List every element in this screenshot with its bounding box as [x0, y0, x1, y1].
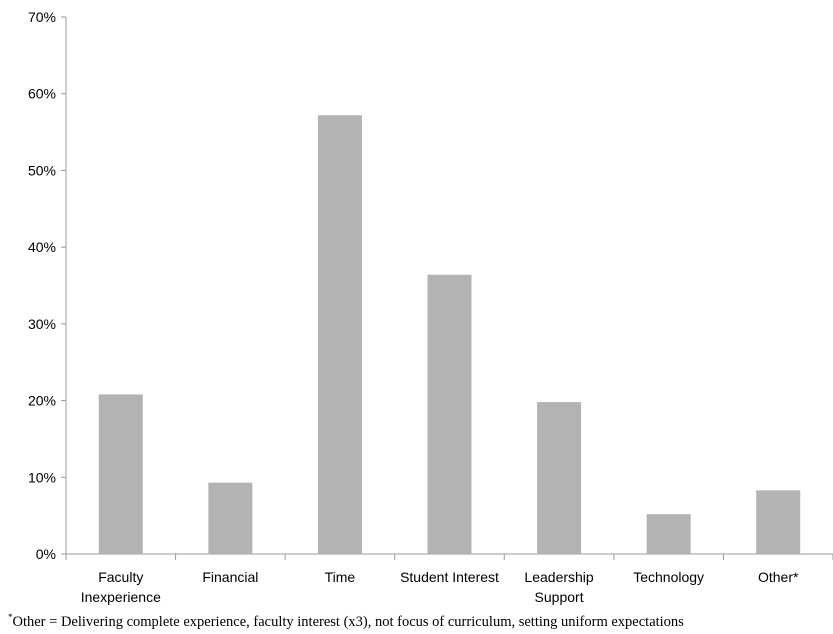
y-tick-label: 10% [28, 469, 56, 485]
category-labels: Faculty Inexperience Financial Time Student … [81, 569, 799, 605]
y-tick-label: 0% [36, 546, 56, 562]
x-tick-label: Faculty Inexperience [81, 569, 161, 605]
x-tick-label: Leadership Support [524, 569, 593, 605]
bar [756, 490, 801, 554]
y-tick-label: 40% [28, 239, 56, 255]
y-tick-label: 30% [28, 316, 56, 332]
y-axis: 0% 10% 20% 30% 40% 50% 60% 70% [28, 9, 67, 562]
bar [427, 274, 472, 554]
y-tick-label: 60% [28, 86, 56, 102]
x-tick-label: Student Interest [400, 569, 499, 585]
footnote-marker: * [8, 612, 13, 622]
y-tick-label: 20% [28, 393, 56, 409]
bar [208, 482, 253, 554]
bar-chart: 0% 10% 20% 30% 40% 50% 60% 70% Faculty Inexperie… [28, 9, 833, 605]
bar [317, 115, 362, 555]
footnote-text: Other = Delivering complete experience, … [12, 613, 684, 630]
x-tick-label: Technology [633, 569, 704, 585]
bar [98, 394, 143, 554]
x-tick-label: Financial [202, 569, 258, 585]
bars [98, 115, 801, 555]
y-tick-label: 70% [28, 9, 56, 25]
bar [646, 514, 691, 554]
x-tick-label: Time [325, 569, 356, 585]
x-tick-label: Other* [758, 569, 799, 585]
footnote: *Other = Delivering complete experience,… [8, 612, 833, 631]
bar [537, 402, 582, 554]
x-axis [65, 553, 833, 560]
y-tick-label: 50% [28, 162, 56, 178]
